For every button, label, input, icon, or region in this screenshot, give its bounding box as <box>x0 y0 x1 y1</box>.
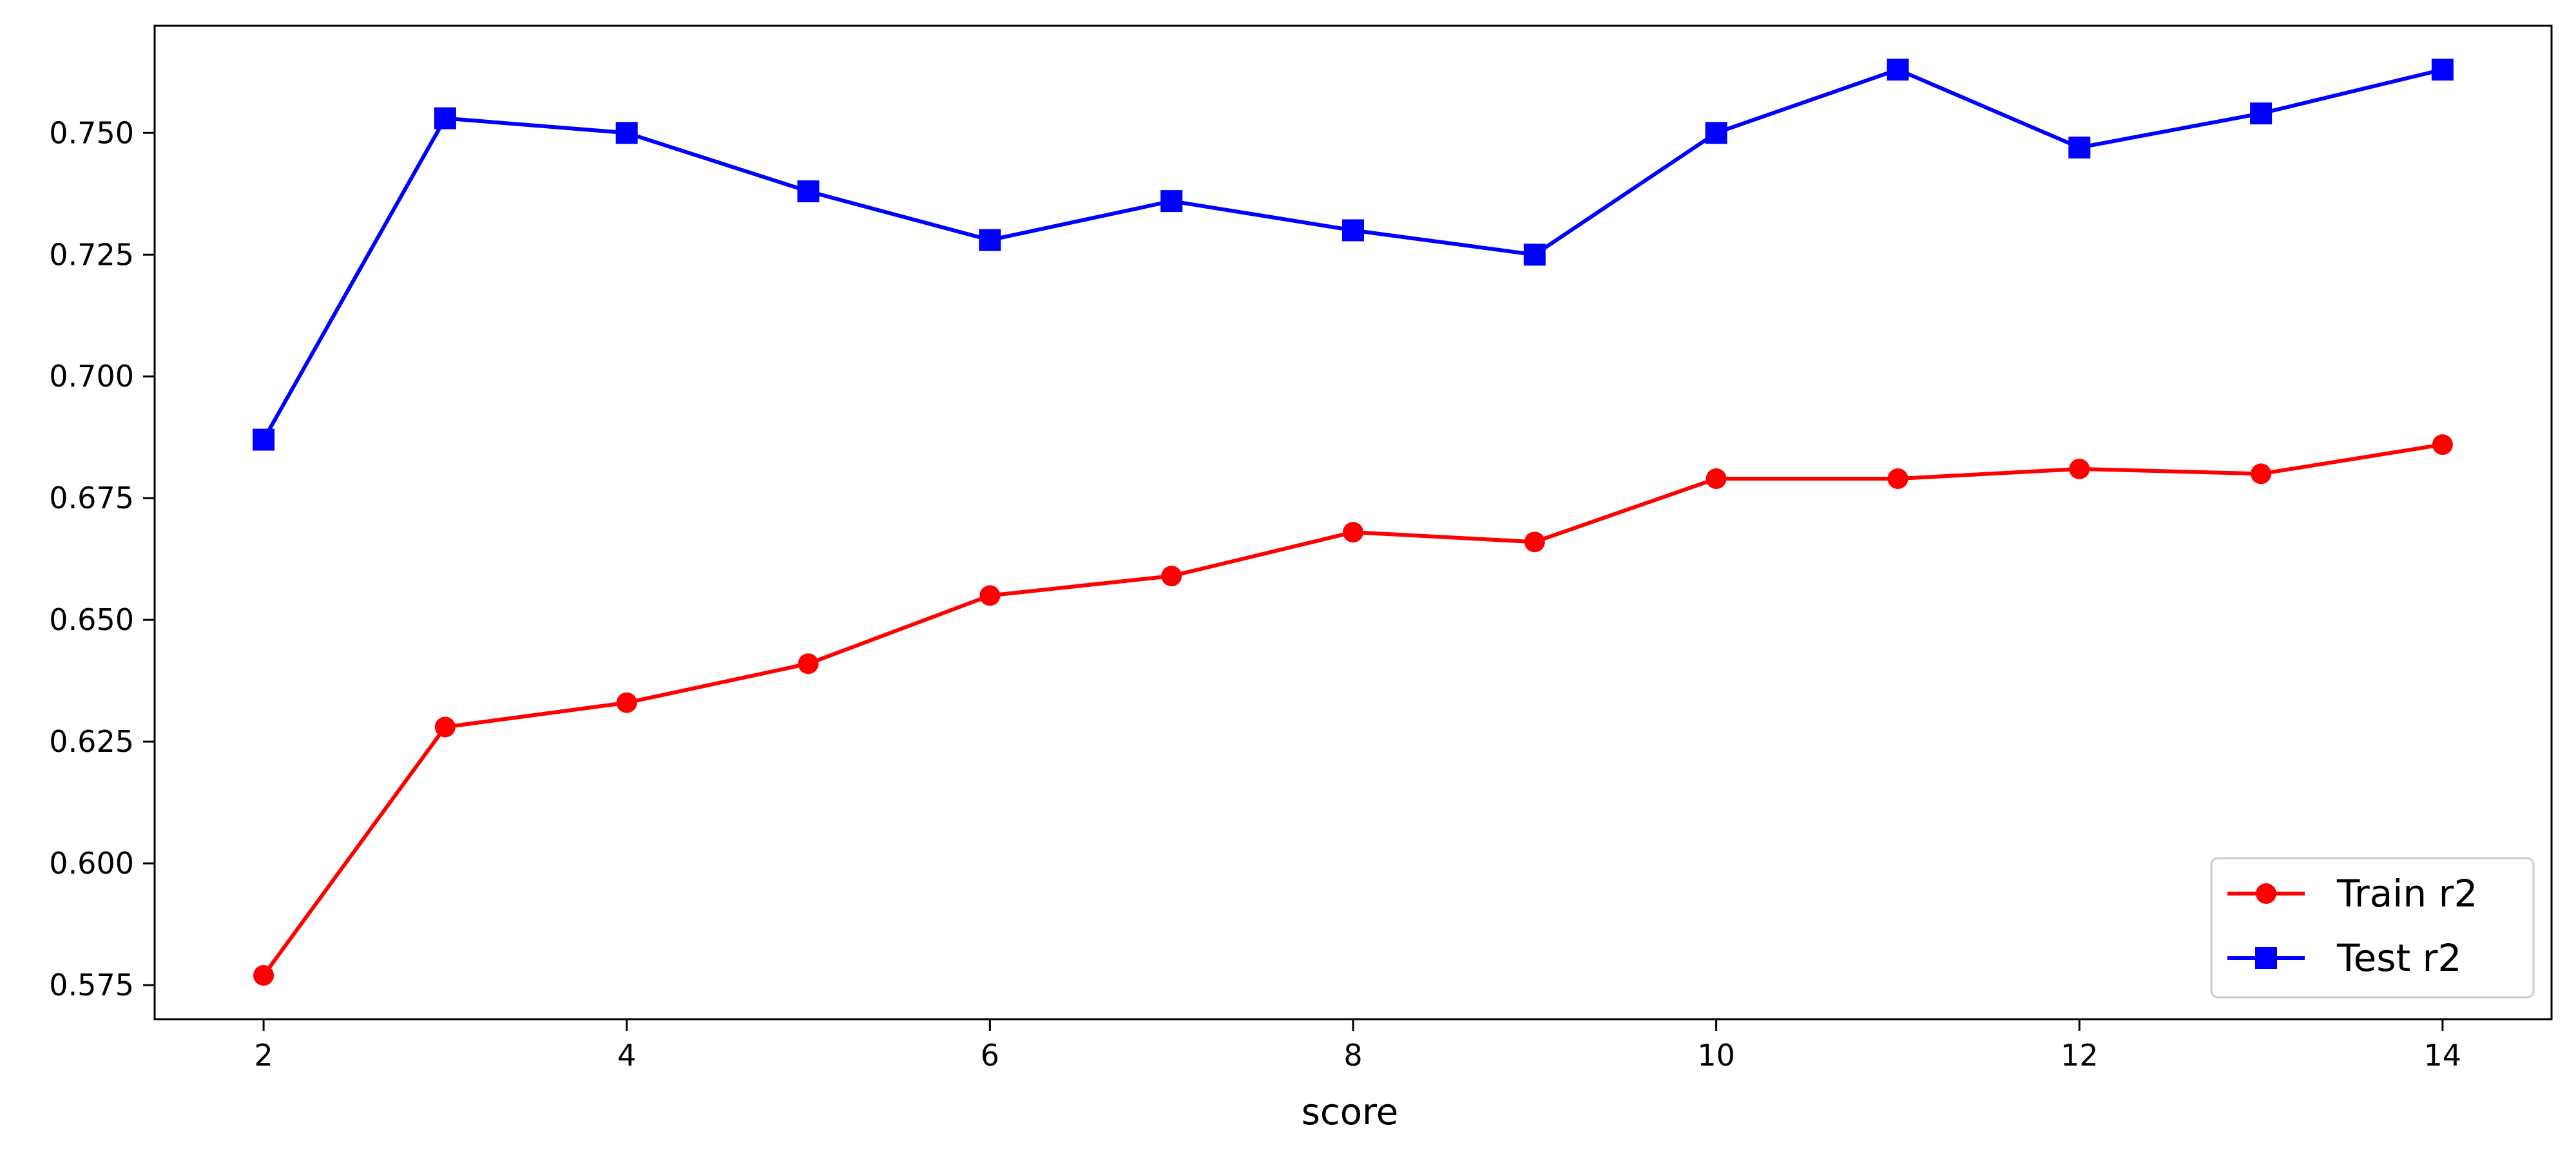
series-2-point <box>797 180 820 202</box>
legend-marker <box>2256 883 2276 904</box>
x-tick-label: 6 <box>981 1038 999 1073</box>
x-tick-label: 8 <box>1343 1038 1362 1073</box>
series-2-point <box>1705 122 1727 144</box>
series-1-point <box>979 585 1001 606</box>
series-1 <box>253 434 2453 986</box>
y-tick-label: 0.725 <box>49 237 134 272</box>
y-tick-label: 0.600 <box>49 846 134 881</box>
series-1-point <box>1161 566 1182 587</box>
legend-label: Test r2 <box>2336 936 2461 980</box>
x-tick-label: 4 <box>617 1038 636 1073</box>
y-tick-label: 0.675 <box>49 481 134 515</box>
legend-entry: Train r2 <box>2227 872 2477 915</box>
series-2-point <box>1523 244 1546 266</box>
series-1-point <box>2069 458 2090 479</box>
series-1-point <box>253 965 274 986</box>
y-tick-label: 0.750 <box>49 115 134 150</box>
axes: 2 4 6 8 10 12 14 0.575 0.600 0.625 0.650 0.675 0.700… <box>49 24 2553 1073</box>
x-tick-label: 10 <box>1697 1038 1735 1073</box>
series-1-point <box>616 692 637 713</box>
y-tick-label: 0.700 <box>49 359 134 394</box>
series-2-point <box>2068 137 2091 158</box>
series-2-point <box>434 107 456 129</box>
series-1-point <box>798 653 819 675</box>
series-1-point <box>2251 463 2272 484</box>
series-2-point <box>253 428 275 451</box>
series-2-point <box>2431 59 2454 81</box>
series-2-point <box>2250 102 2273 125</box>
y-tick-label: 0.625 <box>49 724 134 759</box>
series-1-point <box>1706 468 1727 489</box>
series-1-point <box>1343 522 1363 543</box>
y-tick-label: 0.650 <box>49 602 134 637</box>
series-2-point <box>1887 59 1909 81</box>
series-1-point <box>434 716 456 738</box>
legend: Train r2 Test r2 <box>2210 857 2535 999</box>
legend-entry: Test r2 <box>2227 936 2461 980</box>
series-1-point <box>2432 434 2453 455</box>
x-tick-label: 2 <box>254 1038 273 1073</box>
legend-label: Train r2 <box>2336 872 2477 915</box>
series-2-point <box>615 122 638 144</box>
series-1-point <box>1524 532 1545 553</box>
series-2-point <box>1160 190 1183 213</box>
x-tick-label: 14 <box>2424 1038 2462 1073</box>
series-2 <box>253 59 2454 451</box>
series-2-point <box>979 229 1001 251</box>
legend-marker <box>2255 947 2277 969</box>
series-2-point <box>1342 219 1364 242</box>
series-1-point <box>1887 468 1908 489</box>
x-tick-label: 12 <box>2061 1038 2099 1073</box>
y-tick-label: 0.575 <box>49 968 134 1002</box>
x-axis-label: score <box>1302 1091 1398 1133</box>
plot-area <box>253 59 2454 986</box>
